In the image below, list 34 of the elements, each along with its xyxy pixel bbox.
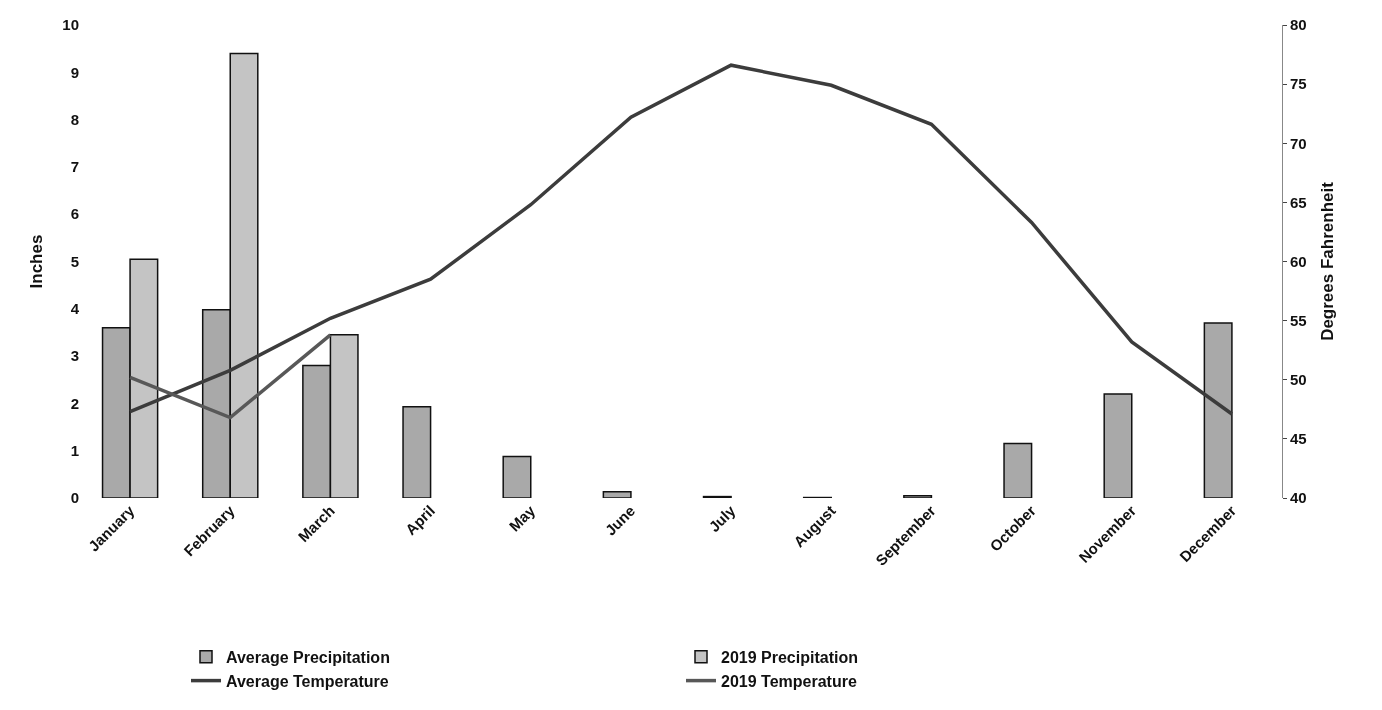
legend-label: 2019 Temperature	[721, 672, 857, 690]
y-tick-label: 0	[70, 489, 79, 507]
line-series	[128, 63, 1234, 416]
y2-tick-label: 75	[1290, 75, 1307, 93]
y-tick-label: 4	[70, 300, 80, 318]
y2-tick-label: 45	[1290, 430, 1307, 448]
bar	[502, 455, 532, 498]
bar	[1203, 322, 1233, 498]
y2-axis-title: Degrees Fahrenheit	[1318, 181, 1338, 341]
y-tick-label: 5	[70, 252, 79, 270]
y2-tick-label: 65	[1290, 193, 1307, 211]
y-tick-label: 6	[70, 205, 79, 223]
bar	[903, 494, 933, 498]
y2-tick-label: 70	[1290, 134, 1307, 152]
y-tick-label: 9	[70, 63, 79, 81]
legend-label: Average Temperature	[226, 672, 389, 690]
bar	[1103, 393, 1133, 498]
y-tick-label: 2	[70, 394, 79, 412]
bar	[1003, 442, 1033, 498]
y2-tick-label: 55	[1290, 311, 1307, 329]
y-tick-label: 7	[70, 158, 79, 176]
bar	[602, 491, 632, 498]
y-tick-label: 10	[62, 16, 79, 34]
y2-tick-label: 60	[1290, 252, 1307, 270]
y2-tick-label: 80	[1290, 16, 1307, 34]
legend-label: Average Precipitation	[226, 649, 390, 667]
y-axis-title: Inches	[26, 234, 46, 289]
y-tick-label: 8	[70, 110, 79, 128]
y-tick-label: 1	[70, 441, 79, 459]
bar	[402, 405, 432, 498]
y-tick-label: 3	[70, 347, 79, 365]
y2-tick-label: 40	[1290, 489, 1307, 507]
legend-label: 2019 Precipitation	[721, 649, 858, 667]
y2-tick-label: 50	[1290, 371, 1307, 388]
